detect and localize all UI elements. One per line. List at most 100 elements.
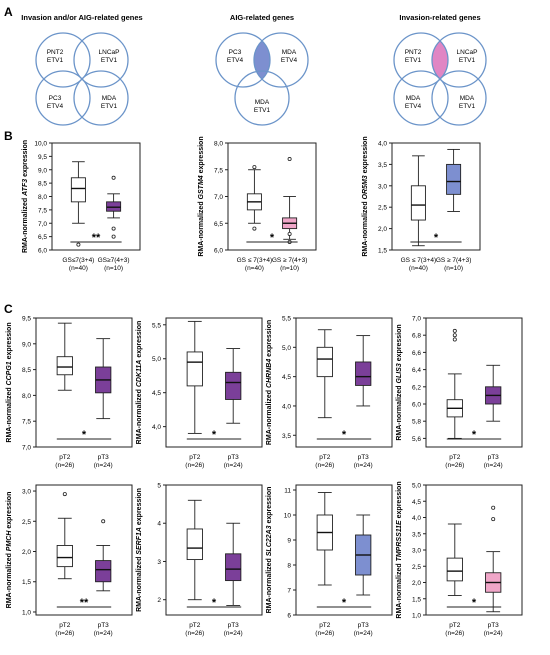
y-tick-label: 8 (287, 563, 291, 570)
y-tick-label: 2,5 (22, 519, 31, 526)
outlier-point (491, 505, 496, 510)
y-tick-label: 7 (287, 588, 291, 595)
y-tick-label: 5,5 (152, 322, 161, 329)
y-tick-label: 5,0 (412, 483, 421, 490)
y-axis-label: RMA-normalized CHRNB4 expression (266, 320, 273, 445)
y-tick-label: 3,0 (22, 489, 31, 496)
significance-marker: * (270, 232, 275, 244)
y-tick-label: 4,0 (412, 515, 421, 522)
significance-marker: * (212, 597, 217, 609)
y-tick-label: 4,5 (282, 374, 291, 381)
y-tick-label: 4 (157, 521, 161, 528)
x-category-label: pT2 (n=26) (445, 454, 464, 469)
y-axis-label: RMA-normalized SERF1A expression (136, 488, 143, 612)
box (70, 177, 86, 203)
y-tick-label: 5,0 (152, 356, 161, 363)
boxplot-slc22a3: 6 7 8 9 10 11 RMA-normalized SLC22A3 expressio… (266, 484, 393, 637)
y-tick-label: 6,8 (412, 333, 421, 340)
venn-title: AIG-related genes (230, 13, 294, 22)
boxplot-serf1a: 2 3 4 5 RMA-normalized SERF1A expression pT2(… (136, 483, 263, 637)
panel-label-c: C (4, 302, 13, 316)
plot-frame (295, 484, 393, 616)
boxplots: 6,0 6,5 7,0 7,5 8,0 8,5 9,0 9,5 10,0 RMA-normaliz… (6, 136, 523, 637)
x-category-label: GS≤7(3+4) (n=40) (62, 257, 94, 272)
x-category-label: GS ≤ 7(3+4) (n=40) (237, 257, 273, 272)
venn-circle (431, 70, 487, 126)
boxplot-ccpg1: 7,0 7,5 8,0 8,5 9,0 9,5 RMA-normalized CCPG1 e… (6, 316, 133, 469)
y-tick-label: 5 (157, 483, 161, 490)
x-category-label: pT2 (n=26) (315, 454, 334, 469)
box (186, 528, 203, 561)
y-axis-label: RMA-normalized CDK11A expression (136, 321, 143, 445)
venn-diagrams: Invasion and/or AIG-related genes PNT2 ETV… (21, 13, 487, 126)
box (410, 185, 426, 221)
plot-frame (425, 317, 523, 448)
venn-circle (73, 32, 129, 88)
y-axis-label: RMA-normalized GLIS3 expression (396, 324, 403, 440)
panel-label-a: A (4, 5, 13, 19)
y-tick-label: 2,0 (412, 580, 421, 587)
venn-title: Invasion-related genes (399, 13, 480, 22)
y-tick-label: 6,5 (38, 234, 47, 241)
y-axis-label: RMA-normalized SLC22A3 expression (266, 487, 273, 614)
plot-frame (35, 317, 133, 448)
plot-frame (165, 484, 263, 616)
box (186, 351, 203, 387)
outlier-point (62, 492, 67, 497)
y-tick-label: 1,5 (378, 248, 387, 255)
significance-marker: * (472, 597, 477, 609)
y-tick-label: 1,0 (412, 613, 421, 620)
y-axis-label: RMA-normalized ATF3 expression (22, 140, 29, 253)
significance-marker: * (342, 429, 347, 441)
y-tick-label: 3,5 (412, 531, 421, 538)
x-category-label: pT3 (n=24) (354, 622, 373, 637)
box (225, 371, 242, 400)
boxplot-glis3: 5,6 5,8 6,0 6,2 6,4 6,6 6,8 7,0 RMA-normalized G… (396, 316, 523, 469)
venn-circle (234, 70, 290, 126)
box (316, 346, 333, 378)
outlier-point (111, 175, 116, 180)
y-tick-label: 2,5 (378, 205, 387, 212)
y-tick-label: 7,0 (22, 445, 31, 452)
significance-marker: * (434, 232, 439, 244)
venn-title: Invasion and/or AIG-related genes (21, 13, 142, 22)
y-tick-label: 6,6 (412, 350, 421, 357)
venn-2: AIG-related genes PC3 ETV4 MDA ETV4 MDA ETV1 (215, 13, 309, 126)
x-category-label: pT2 (n=26) (185, 622, 204, 637)
y-tick-label: 7,0 (214, 194, 223, 201)
venn-label: MDA ETV4 (281, 49, 298, 64)
y-tick-label: 9,0 (38, 167, 47, 174)
y-tick-label: 4,0 (152, 424, 161, 431)
outlier-point (252, 165, 257, 170)
outlier-point (252, 226, 257, 231)
y-tick-label: 9,0 (22, 341, 31, 348)
outlier-point (111, 226, 116, 231)
x-category-label: pT2 (n=26) (55, 454, 74, 469)
x-category-label: GS≥7(4+3) (n=10) (98, 257, 130, 272)
venn-circle (35, 32, 91, 88)
venn-label: LNCaP ETV1 (457, 49, 478, 64)
y-tick-label: 4,5 (152, 390, 161, 397)
venn-label: PC3 ETV4 (227, 49, 244, 64)
y-tick-label: 2,5 (412, 564, 421, 571)
y-tick-label: 10,0 (34, 141, 47, 148)
x-category-label: pT2 (n=26) (185, 454, 204, 469)
x-category-label: GS ≥ 7(4+3) (n=10) (436, 257, 472, 272)
y-tick-label: 5,8 (412, 419, 421, 426)
venn-label: LNCaP ETV1 (99, 49, 120, 64)
y-tick-label: 8,5 (22, 367, 31, 374)
venn-label: MDA ETV1 (459, 95, 476, 110)
boxplot-cdk11a: 4,0 4,5 5,0 5,5 RMA-normalized CDK11A expres… (136, 317, 263, 469)
y-tick-label: 4,0 (378, 141, 387, 148)
plot-frame (295, 317, 393, 448)
y-tick-label: 1,5 (412, 596, 421, 603)
outlier-point (452, 333, 457, 338)
y-tick-label: 2,0 (378, 226, 387, 233)
y-tick-label: 7,5 (22, 419, 31, 426)
outlier-point (452, 328, 457, 333)
boxplot-or5m3: 1,5 2,0 2,5 3,0 3,5 4,0 RMA-normalized OR5M3 e… (362, 136, 481, 272)
y-tick-label: 6 (287, 613, 291, 620)
y-tick-label: 1,0 (22, 609, 31, 616)
outlier-point (452, 337, 457, 342)
y-tick-label: 2,0 (22, 549, 31, 556)
